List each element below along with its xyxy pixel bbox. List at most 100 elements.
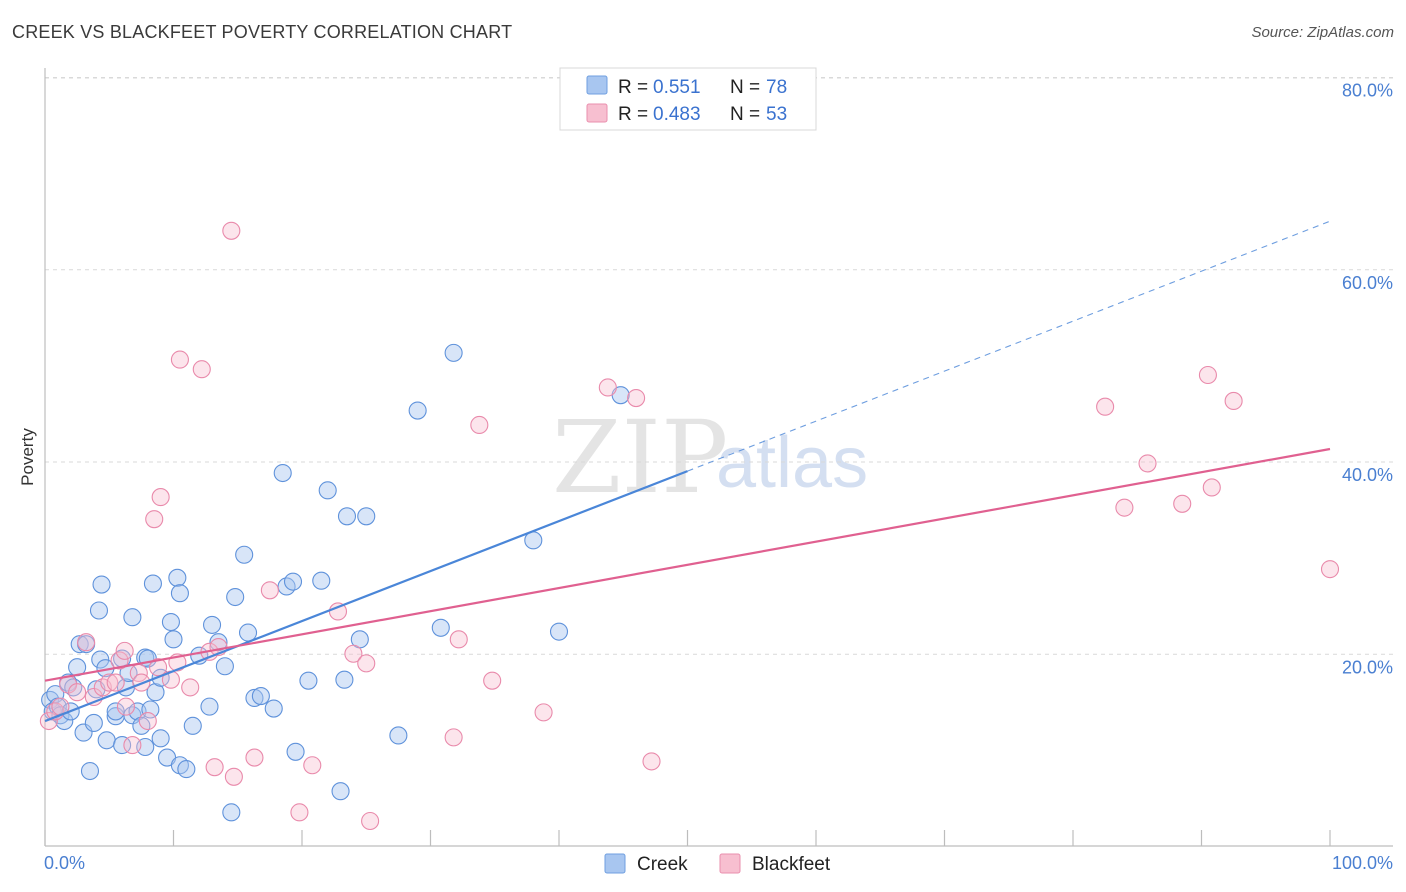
point-blackfeet-48 (1138, 454, 1157, 473)
point-creek-71 (389, 726, 408, 745)
point-creek-17 (91, 650, 110, 669)
point-blackfeet-13 (123, 736, 142, 755)
chart-title: CREEK VS BLACKFEET POVERTY CORRELATION C… (12, 22, 513, 42)
point-creek-68 (337, 507, 357, 526)
point-blackfeet-49 (1173, 494, 1192, 513)
y-axis-label: Poverty (18, 428, 37, 486)
point-creek-59 (273, 463, 292, 483)
point-blackfeet-26 (205, 758, 224, 777)
point-creek-35 (143, 574, 162, 593)
bottom-legend-label-creek: Creek (637, 854, 688, 875)
trend-lines (44, 220, 1331, 723)
point-creek-57 (251, 686, 270, 706)
trend-line-blackfeet (44, 447, 1331, 682)
point-creek-49 (203, 615, 222, 634)
point-creek-36 (146, 683, 165, 702)
point-creek-76 (549, 622, 569, 641)
point-creek-42 (168, 568, 187, 587)
point-blackfeet-29 (224, 767, 243, 786)
point-creek-54 (235, 545, 254, 564)
point-blackfeet-33 (303, 756, 322, 775)
point-blackfeet-11 (115, 641, 134, 660)
point-creek-13 (80, 761, 100, 781)
point-creek-74 (444, 343, 463, 362)
point-creek-56 (245, 688, 264, 708)
point-creek-64 (312, 571, 331, 590)
point-blackfeet-9 (106, 673, 125, 692)
point-creek-46 (183, 716, 202, 735)
legend-r-label-blackfeet: R = (618, 104, 648, 125)
point-blackfeet-37 (361, 811, 380, 831)
y-tick-labels: 20.0% 40.0% 60.0% 80.0% (1342, 81, 1393, 678)
point-blackfeet-50 (1198, 365, 1217, 385)
point-creek-72 (408, 401, 427, 420)
point-blackfeet-45 (642, 752, 661, 771)
data-points (39, 221, 1340, 831)
point-creek-61 (283, 572, 303, 591)
point-creek-63 (299, 671, 318, 690)
point-creek-55 (238, 623, 258, 642)
x-tick-label-100: 100.0% (1332, 853, 1393, 873)
point-blackfeet-52 (1224, 391, 1243, 410)
point-creek-18 (92, 575, 111, 594)
point-blackfeet-44 (627, 389, 646, 408)
point-blackfeet-28 (222, 221, 241, 240)
point-creek-34 (141, 700, 160, 719)
point-creek-44 (170, 584, 189, 603)
trend-line-creek-extension (687, 220, 1331, 472)
point-creek-53 (226, 587, 245, 607)
point-creek-10 (70, 635, 89, 654)
bottom-legend: Creek Blackfeet (604, 853, 831, 875)
point-blackfeet-36 (357, 654, 376, 673)
point-creek-50 (209, 633, 228, 652)
y-tick-label-60: 60.0% (1342, 273, 1393, 293)
point-blackfeet-16 (138, 711, 157, 731)
bottom-legend-swatch-blackfeet (719, 853, 741, 874)
point-blackfeet-10 (110, 651, 129, 670)
point-creek-52 (222, 803, 241, 822)
legend-n-label-creek: N = (730, 77, 760, 98)
point-blackfeet-40 (470, 415, 489, 435)
point-creek-40 (161, 612, 180, 632)
point-creek-24 (113, 736, 132, 755)
x-tick-label-0: 0.0% (44, 853, 85, 873)
legend-n-value-creek: 78 (766, 77, 787, 98)
point-blackfeet-42 (534, 703, 553, 722)
point-blackfeet-35 (344, 644, 363, 663)
point-blackfeet-46 (1096, 397, 1115, 416)
bottom-legend-label-blackfeet: Blackfeet (752, 854, 831, 875)
legend-swatch-creek (586, 75, 608, 95)
point-blackfeet-39 (449, 630, 468, 649)
point-blackfeet-18 (149, 658, 168, 677)
y-tick-label-40: 40.0% (1342, 465, 1393, 485)
bottom-legend-swatch-creek (604, 853, 626, 874)
point-creek-37 (151, 729, 170, 748)
point-creek-26 (119, 663, 138, 683)
point-blackfeet-43 (598, 378, 617, 397)
x-axis-ticks (44, 830, 1331, 846)
point-creek-16 (89, 601, 109, 620)
point-creek-45 (177, 760, 196, 779)
legend-r-label-creek: R = (618, 77, 648, 98)
point-creek-0 (41, 690, 60, 709)
point-blackfeet-4 (68, 683, 87, 702)
point-creek-67 (335, 670, 354, 689)
point-creek-22 (106, 702, 125, 721)
point-blackfeet-41 (483, 671, 502, 690)
legend: R = 0.551 N = 78 R = 0.483 N = 53 (559, 67, 817, 131)
point-blackfeet-31 (260, 581, 279, 600)
point-blackfeet-8 (100, 673, 119, 692)
point-blackfeet-17 (145, 510, 164, 529)
point-blackfeet-12 (116, 697, 136, 716)
point-creek-70 (357, 507, 376, 526)
point-creek-14 (84, 713, 103, 733)
point-blackfeet-5 (77, 633, 96, 652)
point-blackfeet-22 (170, 350, 189, 369)
point-creek-62 (286, 742, 305, 761)
legend-swatch-blackfeet (586, 103, 608, 123)
legend-r-value-creek: 0.551 (653, 77, 701, 98)
watermark-atlas: atlas (716, 423, 868, 503)
point-creek-66 (331, 782, 350, 801)
y-tick-label-80: 80.0% (1342, 81, 1393, 101)
